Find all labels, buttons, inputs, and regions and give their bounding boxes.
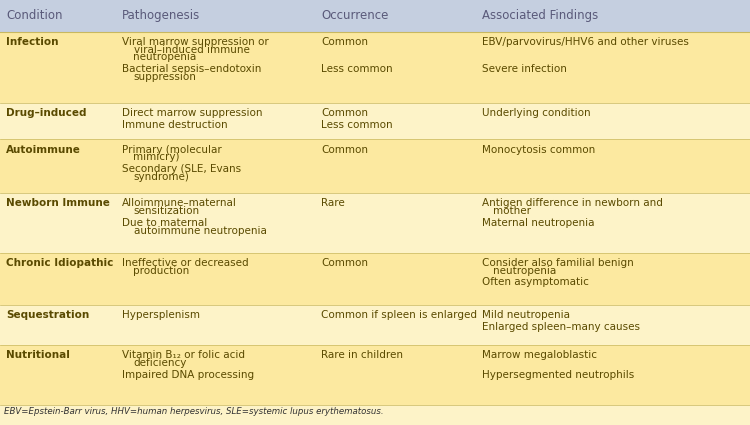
Text: Occurrence: Occurrence [321, 9, 388, 23]
Text: Common: Common [321, 258, 368, 268]
Text: Autoimmune: Autoimmune [6, 144, 81, 155]
Text: Marrow megaloblastic: Marrow megaloblastic [482, 350, 597, 360]
Text: Ineffective or decreased: Ineffective or decreased [122, 258, 249, 268]
Text: Nutritional: Nutritional [6, 350, 70, 360]
Text: mother: mother [494, 206, 532, 216]
Text: Severe infection: Severe infection [482, 64, 567, 74]
Text: autoimmune neutropenia: autoimmune neutropenia [134, 226, 266, 235]
FancyBboxPatch shape [0, 139, 750, 193]
FancyBboxPatch shape [0, 193, 750, 253]
Text: Less common: Less common [321, 64, 393, 74]
Text: Sequestration: Sequestration [6, 310, 89, 320]
Text: Alloimmune–maternal: Alloimmune–maternal [122, 198, 237, 208]
Text: Due to maternal: Due to maternal [122, 218, 208, 228]
Text: EBV/parvovirus/HHV6 and other viruses: EBV/parvovirus/HHV6 and other viruses [482, 37, 689, 47]
Text: Infection: Infection [6, 37, 59, 47]
Text: neutropenia: neutropenia [134, 52, 196, 62]
Text: Monocytosis common: Monocytosis common [482, 144, 596, 155]
Text: Mild neutropenia: Mild neutropenia [482, 310, 570, 320]
Text: Hypersegmented neutrophils: Hypersegmented neutrophils [482, 370, 634, 380]
Text: Common if spleen is enlarged: Common if spleen is enlarged [321, 310, 477, 320]
Text: Often asymptomatic: Often asymptomatic [482, 278, 590, 287]
Text: Drug–induced: Drug–induced [6, 108, 86, 118]
Text: Bacterial sepsis–endotoxin: Bacterial sepsis–endotoxin [122, 64, 262, 74]
Text: Maternal neutropenia: Maternal neutropenia [482, 218, 595, 228]
Text: Rare: Rare [321, 198, 345, 208]
Text: Viral marrow suppression or: Viral marrow suppression or [122, 37, 269, 47]
Text: neutropenia: neutropenia [494, 266, 556, 275]
Text: Direct marrow suppression: Direct marrow suppression [122, 108, 262, 118]
FancyBboxPatch shape [0, 345, 750, 405]
Text: Rare in children: Rare in children [321, 350, 403, 360]
Text: Antigen difference in newborn and: Antigen difference in newborn and [482, 198, 663, 208]
Text: Immune destruction: Immune destruction [122, 120, 228, 130]
Text: mimicry): mimicry) [134, 152, 180, 162]
Text: production: production [134, 266, 190, 275]
Text: Common: Common [321, 108, 368, 118]
Text: Consider also familial benign: Consider also familial benign [482, 258, 634, 268]
Text: viral–induced immune: viral–induced immune [134, 45, 249, 55]
Text: deficiency: deficiency [134, 358, 187, 368]
Text: Pathogenesis: Pathogenesis [122, 9, 200, 23]
Text: Common: Common [321, 37, 368, 47]
Text: Underlying condition: Underlying condition [482, 108, 591, 118]
Text: Less common: Less common [321, 120, 393, 130]
Text: suppression: suppression [134, 72, 196, 82]
Text: sensitization: sensitization [134, 206, 200, 216]
FancyBboxPatch shape [0, 0, 750, 32]
FancyBboxPatch shape [0, 103, 750, 139]
Text: Newborn Immune: Newborn Immune [6, 198, 109, 208]
FancyBboxPatch shape [0, 253, 750, 305]
Text: Chronic Idiopathic: Chronic Idiopathic [6, 258, 113, 268]
Text: Associated Findings: Associated Findings [482, 9, 598, 23]
Text: Secondary (SLE, Evans: Secondary (SLE, Evans [122, 164, 242, 174]
Text: Enlarged spleen–many causes: Enlarged spleen–many causes [482, 322, 640, 332]
FancyBboxPatch shape [0, 305, 750, 345]
Text: syndrome): syndrome) [134, 172, 189, 182]
Text: Impaired DNA processing: Impaired DNA processing [122, 370, 254, 380]
Text: Common: Common [321, 144, 368, 155]
FancyBboxPatch shape [0, 32, 750, 103]
Text: Condition: Condition [6, 9, 62, 23]
Text: Vitamin B₁₂ or folic acid: Vitamin B₁₂ or folic acid [122, 350, 245, 360]
Text: Hypersplenism: Hypersplenism [122, 310, 200, 320]
Text: EBV=Epstein-Barr virus, HHV=human herpesvirus, SLE=systemic lupus erythematosus.: EBV=Epstein-Barr virus, HHV=human herpes… [4, 407, 383, 416]
Text: Primary (molecular: Primary (molecular [122, 144, 222, 155]
